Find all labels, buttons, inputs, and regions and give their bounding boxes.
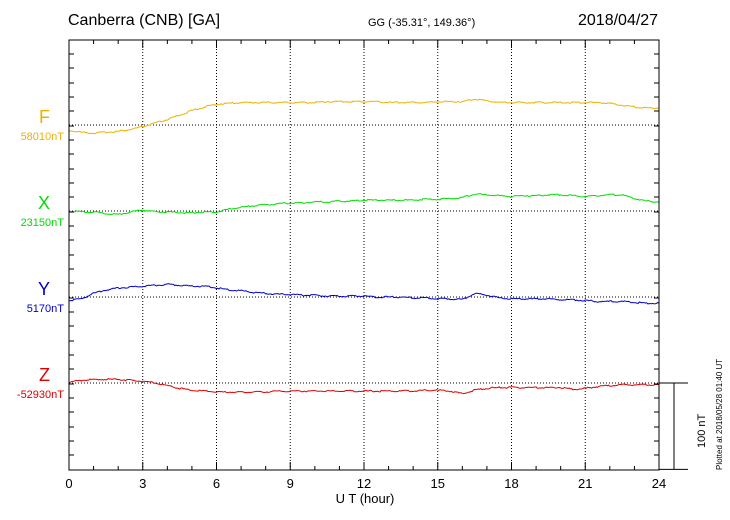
baseline-lines — [69, 124, 659, 384]
x-tick-label-18: 18 — [504, 476, 518, 491]
baseline-value-z: -52930nT — [16, 389, 64, 401]
x-tick-label-9: 9 — [287, 476, 294, 491]
baseline-value-f: 58010nT — [20, 131, 64, 143]
series-line-z — [68, 378, 660, 395]
component-letter-y: Y — [37, 279, 50, 299]
baseline-value-y: 5170nT — [26, 303, 64, 315]
x-tick-label-24: 24 — [652, 476, 666, 491]
x-tick-label-21: 21 — [578, 476, 592, 491]
plotted-timestamp-note: Plotted at 2018/05/28 01:40 UT — [715, 358, 724, 470]
series-lines — [68, 98, 660, 395]
date-label: 2018/04/27 — [578, 12, 659, 29]
x-axis-ticks: 0 3 6 9 12 15 18 21 24 — [65, 40, 666, 491]
component-letter-x: X — [37, 193, 50, 213]
baseline-value-x: 23150nT — [20, 217, 64, 229]
x-axis-label: U T (hour) — [335, 491, 395, 506]
x-tick-label-12: 12 — [357, 476, 371, 491]
x-tick-label-3: 3 — [139, 476, 146, 491]
scale-bar — [659, 382, 688, 470]
x-tick-label-6: 6 — [213, 476, 220, 491]
scale-bar-label: 100 nT — [696, 413, 708, 448]
plot-frame — [68, 39, 660, 471]
component-letter-z: Z — [39, 365, 50, 385]
grid-lines — [142, 40, 586, 470]
series-line-f — [68, 98, 660, 135]
series-line-y — [68, 283, 660, 305]
x-tick-label-15: 15 — [431, 476, 445, 491]
x-tick-label-0: 0 — [65, 476, 72, 491]
coordinates-label: GG (-35.31°, 149.36°) — [368, 17, 476, 29]
series-line-x — [68, 193, 660, 216]
component-letter-f: F — [39, 107, 50, 127]
chart-title: Canberra (CNB) [GA] — [68, 12, 221, 29]
